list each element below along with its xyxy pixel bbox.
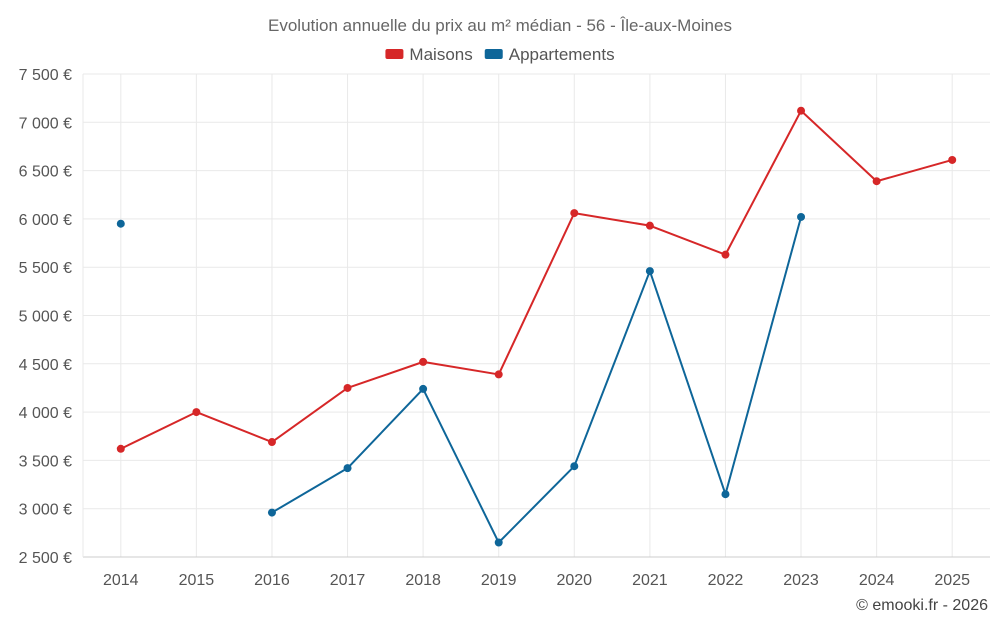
y-tick-label: 7 000 €	[19, 115, 72, 132]
data-point[interactable]	[267, 508, 276, 517]
data-point[interactable]	[267, 438, 276, 447]
x-tick-label: 2015	[179, 572, 215, 589]
x-tick-label: 2022	[708, 572, 744, 589]
data-point[interactable]	[570, 209, 579, 218]
data-point[interactable]	[116, 219, 125, 228]
credit-text: © emooki.fr - 2026	[856, 597, 988, 614]
x-tick-label: 2017	[330, 572, 366, 589]
grid	[83, 73, 990, 558]
data-point[interactable]	[872, 177, 881, 186]
x-tick-label: 2023	[783, 572, 819, 589]
data-point[interactable]	[494, 538, 503, 547]
x-tick-label: 2020	[556, 572, 592, 589]
data-point[interactable]	[645, 267, 654, 276]
y-tick-label: 4 000 €	[19, 405, 72, 422]
y-tick-label: 3 000 €	[19, 502, 72, 519]
chart-title: Evolution annuelle du prix au m² médian …	[268, 16, 732, 35]
data-point[interactable]	[948, 155, 957, 164]
data-point[interactable]	[343, 464, 352, 473]
legend: Maisons Appartements	[385, 45, 615, 64]
data-point[interactable]	[494, 370, 503, 379]
y-tick-label: 7 500 €	[19, 67, 72, 84]
x-tick-label: 2019	[481, 572, 517, 589]
y-tick-label: 2 500 €	[19, 550, 72, 567]
legend-swatch	[385, 49, 404, 59]
series-maisons	[116, 106, 957, 453]
data-point[interactable]	[570, 462, 579, 471]
y-tick-label: 6 000 €	[19, 212, 72, 229]
legend-swatch	[484, 49, 503, 59]
series-line	[271, 216, 803, 544]
x-tick-label: 2024	[859, 572, 895, 589]
y-tick-label: 5 500 €	[19, 260, 72, 277]
data-point[interactable]	[343, 383, 352, 392]
data-point[interactable]	[797, 106, 806, 115]
axes: 2 500 € 3 000 € 3 500 € 4 000 € 4 500 € 5 000…	[19, 67, 990, 589]
data-point[interactable]	[645, 221, 654, 230]
series-appartements	[116, 212, 806, 547]
data-point[interactable]	[116, 444, 125, 453]
legend-item-appartements[interactable]: Appartements	[484, 45, 615, 64]
y-tick-label: 3 500 €	[19, 453, 72, 470]
x-tick-label: 2025	[934, 572, 970, 589]
data-point[interactable]	[721, 490, 730, 499]
data-point[interactable]	[192, 408, 201, 417]
series-layer	[116, 106, 957, 547]
x-tick-label: 2021	[632, 572, 668, 589]
data-point[interactable]	[721, 250, 730, 259]
legend-item-maisons[interactable]: Maisons	[385, 45, 473, 64]
x-tick-label: 2018	[405, 572, 441, 589]
y-tick-label: 6 500 €	[19, 164, 72, 181]
legend-label: Appartements	[509, 45, 615, 64]
series-line	[120, 109, 953, 450]
data-point[interactable]	[419, 357, 428, 366]
data-point[interactable]	[797, 212, 806, 221]
y-tick-label: 5 000 €	[19, 309, 72, 326]
data-point[interactable]	[419, 384, 428, 393]
y-tick-label: 4 500 €	[19, 357, 72, 374]
x-tick-label: 2016	[254, 572, 290, 589]
x-tick-label: 2014	[103, 572, 139, 589]
legend-label: Maisons	[409, 45, 472, 64]
